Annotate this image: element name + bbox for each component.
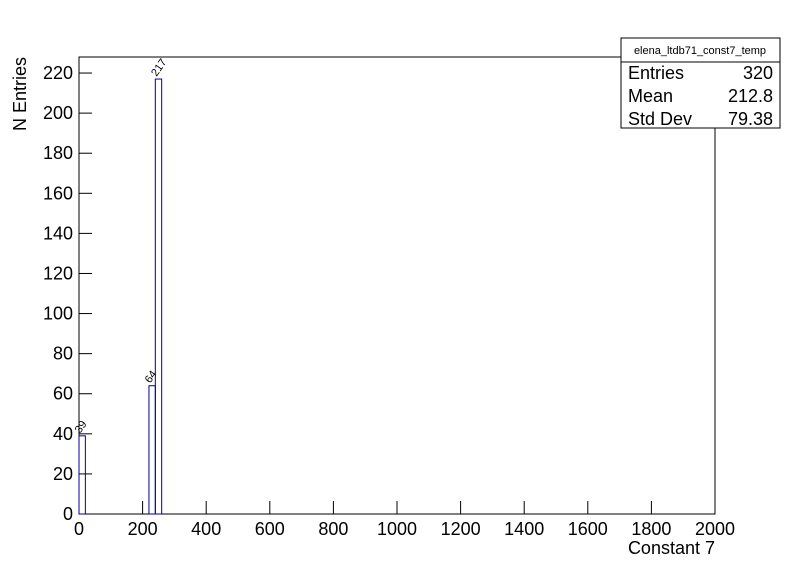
y-tick-label: 20	[53, 464, 73, 484]
plot-frame	[78, 56, 716, 515]
x-tick-label: 1000	[377, 519, 417, 539]
x-tick-label: 2000	[695, 519, 735, 539]
x-tick-label: 1800	[631, 519, 671, 539]
y-tick-label: 60	[53, 384, 73, 404]
histogram-bin	[78, 435, 86, 515]
stats-box	[620, 37, 781, 129]
y-tick-label: 180	[43, 143, 73, 163]
histogram-bin	[154, 78, 163, 515]
stats-label: Entries	[628, 63, 684, 83]
stats-label: Std Dev	[628, 109, 692, 129]
x-axis-title: Constant 7	[628, 538, 715, 558]
histogram-bin	[148, 385, 156, 515]
stats-value: 320	[743, 63, 773, 83]
x-tick-label: 400	[191, 519, 221, 539]
y-tick-label: 140	[43, 223, 73, 243]
y-tick-label: 100	[43, 304, 73, 324]
stats-value: 79.38	[728, 109, 773, 129]
x-tick-label: 200	[128, 519, 158, 539]
bin-label: 39	[73, 419, 90, 436]
stats-label: Mean	[628, 86, 673, 106]
x-tick-label: 1400	[504, 519, 544, 539]
y-tick-label: 200	[43, 103, 73, 123]
x-tick-label: 0	[74, 519, 84, 539]
y-tick-label: 0	[63, 504, 73, 524]
stats-value: 212.8	[728, 86, 773, 106]
y-tick-label: 160	[43, 183, 73, 203]
y-tick-label: 220	[43, 63, 73, 83]
x-tick-label: 800	[318, 519, 348, 539]
x-tick-label: 1600	[568, 519, 608, 539]
y-axis-title: N Entries	[10, 57, 30, 131]
y-tick-label: 80	[53, 344, 73, 364]
x-tick-label: 600	[255, 519, 285, 539]
bin-label: 64	[143, 369, 160, 386]
x-tick-label: 1200	[441, 519, 481, 539]
bin-label: 217	[149, 57, 169, 79]
stats-title: elena_ltdb71_const7_temp	[634, 45, 766, 57]
y-tick-label: 120	[43, 263, 73, 283]
y-tick-label: 40	[53, 424, 73, 444]
